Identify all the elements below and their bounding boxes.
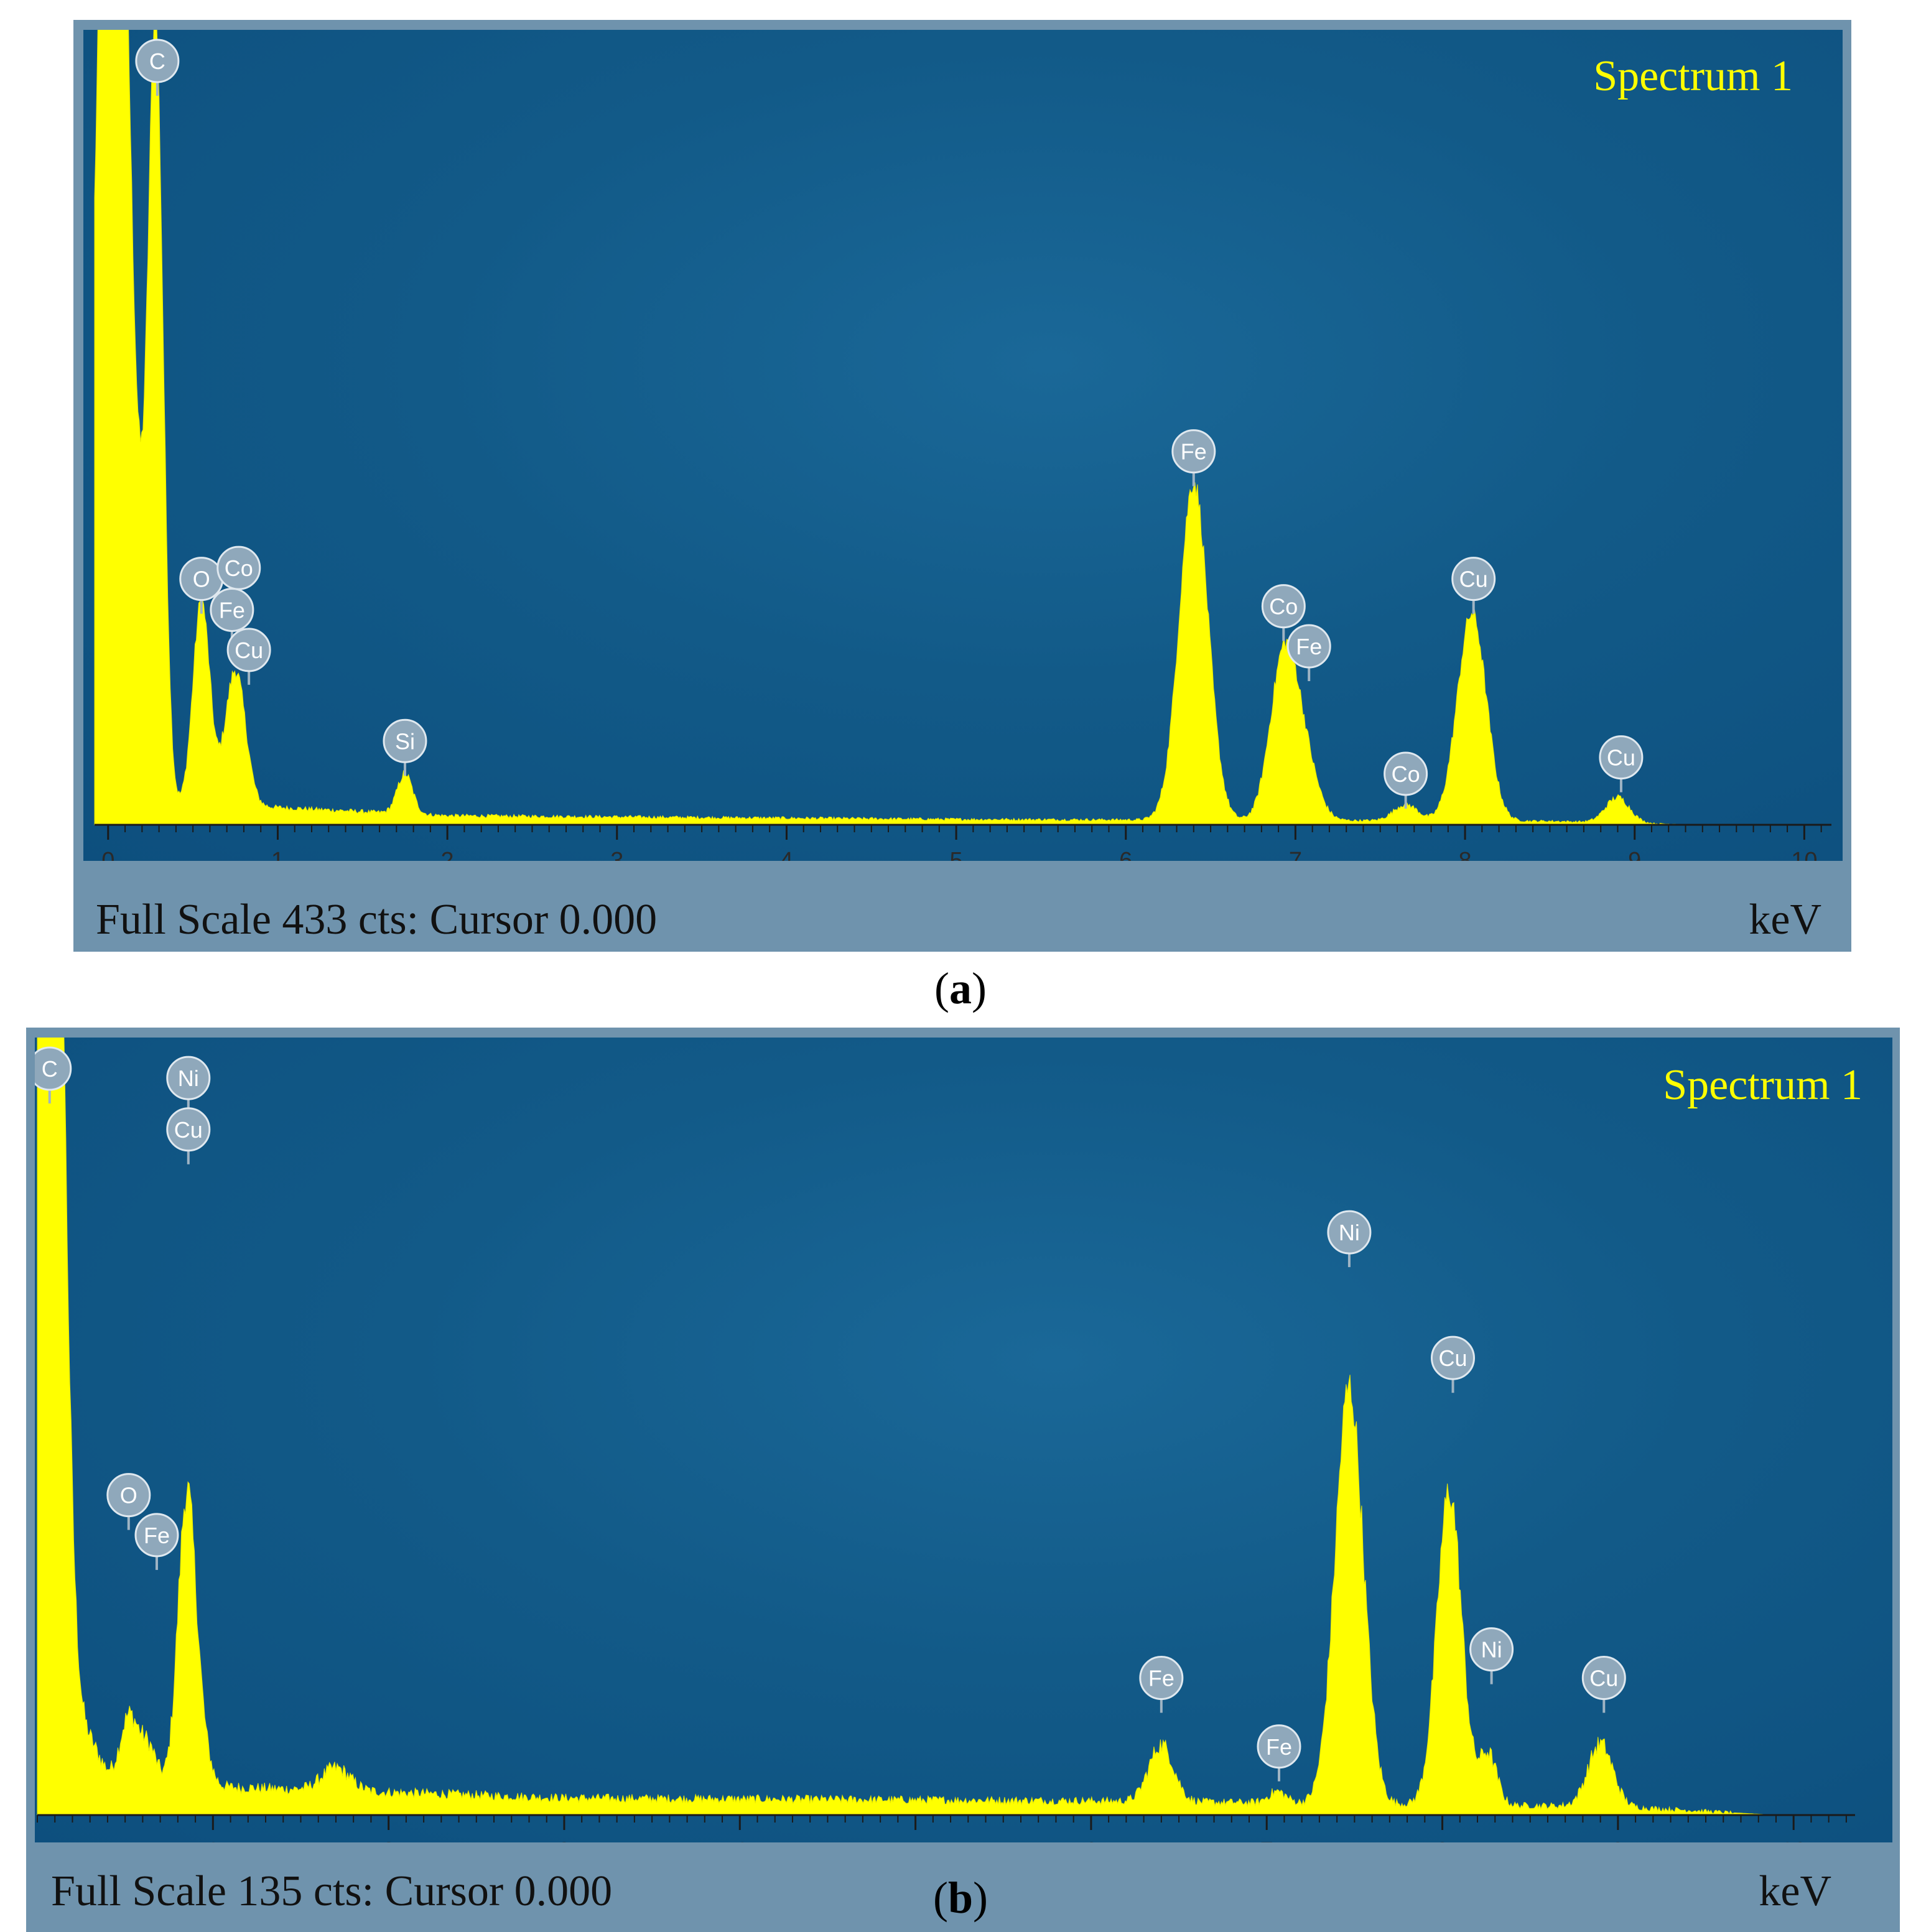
x-tick-label: 2 (382, 1838, 395, 1842)
peak-marker-badge (1581, 1656, 1626, 1701)
panel-label-a: (a) (934, 964, 987, 1013)
peak-element-label: Cu (1607, 745, 1635, 771)
spectrum-chart-a: 0 1 2 3 4 5 6 7 8 9 10 C O Co Fe Cu Si Fe Co Fe Co Cu Cu (94, 30, 1831, 861)
x-tick-label: 7 (1289, 848, 1302, 861)
x-tick-label: 3 (557, 1838, 570, 1842)
x-tick-label: 10 (1780, 1838, 1807, 1842)
peak-element-label: C (149, 49, 165, 74)
peak-element-label: Cu (1459, 567, 1488, 592)
x-tick-label: 3 (610, 848, 623, 861)
x-tick-label: 10 (1791, 848, 1817, 861)
plot-area-a: 0 1 2 3 4 5 6 7 8 9 10 C O Co Fe Cu Si Fe Co Fe Co Cu Cu Spect… (83, 30, 1843, 861)
peak-element-label: Co (1392, 761, 1420, 787)
peak-element-label: Co (225, 555, 253, 581)
peak-marker-badge (166, 1056, 211, 1100)
peak-marker-badge (1139, 1656, 1184, 1701)
peak-element-label: Co (1269, 594, 1298, 620)
x-tick-label: 6 (1084, 1838, 1097, 1842)
x-tick-label: 5 (950, 848, 963, 861)
peak-marker-badge (1384, 751, 1428, 796)
spectrum-panel-b: 1 2 3 4 5 6 7 8 9 10 C Ni Cu O Fe Fe Fe Ni Cu Ni Cu Spectrum… (26, 1028, 1900, 1932)
peak-marker-badge (383, 718, 427, 763)
peak-marker-badge (1599, 735, 1644, 780)
peak-element-label: O (193, 567, 210, 592)
spectrum-panel-a: 0 1 2 3 4 5 6 7 8 9 10 C O Co Fe Cu Si Fe Co Fe Co Cu Cu Spect… (73, 20, 1851, 952)
peak-element-label: Ni (178, 1066, 199, 1091)
x-tick-label: 8 (1458, 848, 1471, 861)
x-tick-label: 9 (1611, 1838, 1624, 1842)
peak-element-label: Fe (1148, 1666, 1174, 1691)
peak-marker-badge (210, 587, 254, 632)
x-tick-label: 4 (733, 1838, 747, 1842)
peak-marker-badge (135, 39, 180, 83)
full-scale-readout: Full Scale 135 cts: Cursor 0.000 (51, 1867, 613, 1915)
peak-element-label: Cu (1438, 1345, 1467, 1371)
peak-marker-badge (1469, 1627, 1514, 1672)
peak-element-label: Fe (219, 597, 245, 623)
spectrum-title: Spectrum 1 (1593, 52, 1793, 100)
peak-element-label: Si (395, 728, 415, 754)
spectrum-chart-b: 1 2 3 4 5 6 7 8 9 10 C Ni Cu O Fe Fe Fe Ni Cu Ni Cu (35, 1038, 1855, 1842)
x-tick-label: 5 (909, 1838, 922, 1842)
peak-element-label: Cu (1589, 1666, 1618, 1691)
x-tick-label: 2 (441, 848, 454, 861)
peak-element-label: Fe (1266, 1734, 1292, 1760)
x-tick-label: 1 (271, 848, 284, 861)
peak-marker-badge (1327, 1210, 1372, 1255)
full-scale-readout: Full Scale 433 cts: Cursor 0.000 (96, 896, 658, 944)
peak-element-label: Fe (144, 1523, 170, 1548)
x-tick-label: 9 (1628, 848, 1641, 861)
peak-element-label: O (120, 1483, 137, 1508)
peak-marker-badge (1257, 1724, 1301, 1769)
x-tick-label: 8 (1436, 1838, 1449, 1842)
x-tick-label: 4 (780, 848, 793, 861)
peak-marker-badge (1451, 557, 1496, 601)
peak-element-label: Ni (1481, 1637, 1502, 1663)
x-tick-label: 7 (1260, 1838, 1273, 1842)
peak-marker-badge (1430, 1335, 1475, 1380)
spectrum-fill (94, 30, 1831, 825)
peak-marker-badge (1286, 624, 1331, 669)
peak-element-label: Cu (174, 1117, 203, 1143)
panel-label-b: (b) (933, 1873, 988, 1923)
peak-element-label: Fe (1296, 634, 1322, 659)
x-unit-label: keV (1759, 1867, 1831, 1915)
x-tick-label: 1 (207, 1838, 220, 1842)
panel-letter-a: a (949, 964, 972, 1013)
x-unit-label: keV (1749, 896, 1821, 944)
x-tick-label: 0 (101, 848, 114, 861)
peak-element-label: C (42, 1056, 58, 1082)
peak-marker-badge (1171, 429, 1216, 474)
x-tick-label: 6 (1119, 848, 1132, 861)
spectrum-fill (37, 1038, 1855, 1816)
peak-marker-badge (226, 628, 271, 672)
peak-marker-badge (35, 1046, 72, 1091)
peak-marker-badge (134, 1513, 179, 1558)
peak-element-label: Fe (1181, 439, 1207, 465)
panel-letter-b: b (947, 1873, 974, 1923)
peak-element-label: Cu (235, 638, 263, 663)
peak-marker-badge (166, 1107, 211, 1152)
peak-marker-badge (106, 1473, 151, 1518)
peak-marker-badge (1261, 584, 1306, 629)
peak-element-label: Ni (1339, 1220, 1360, 1245)
plot-area-b: 1 2 3 4 5 6 7 8 9 10 C Ni Cu O Fe Fe Fe Ni Cu Ni Cu Spectrum… (35, 1038, 1892, 1842)
spectrum-title: Spectrum 1 (1663, 1061, 1863, 1109)
